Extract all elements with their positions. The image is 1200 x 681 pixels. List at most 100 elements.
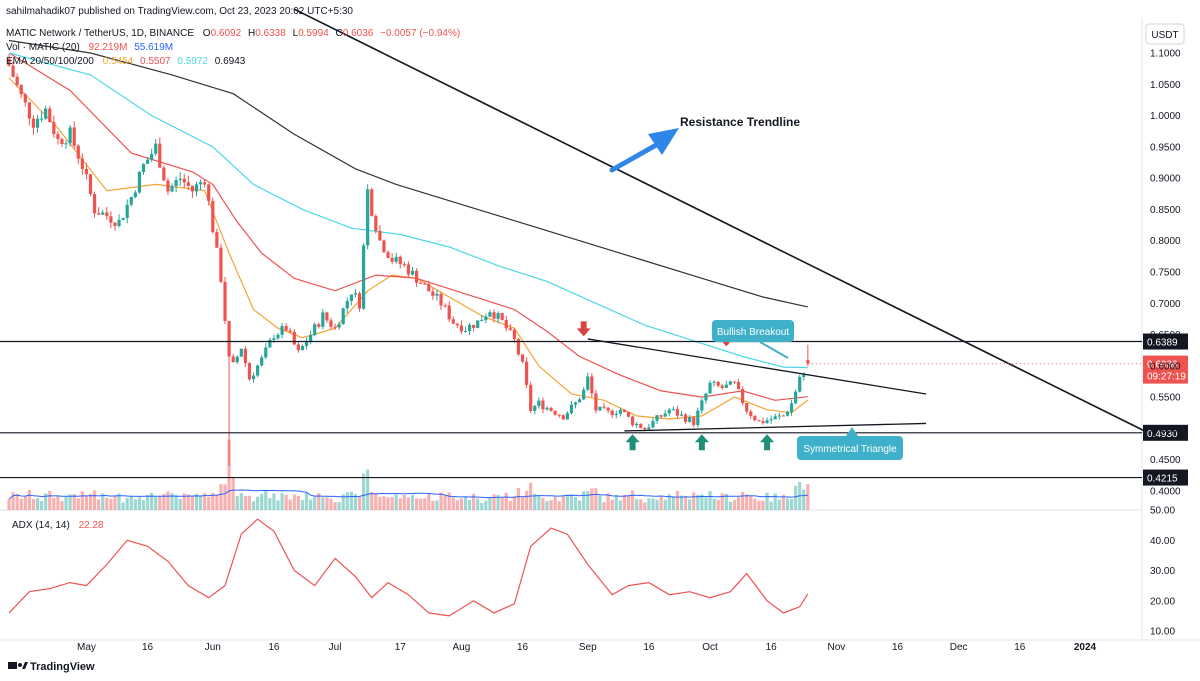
time-tick-label: Jun	[205, 642, 221, 653]
candle-body	[150, 153, 154, 160]
volume-bar	[635, 499, 639, 510]
volume-bar	[512, 496, 516, 510]
volume-bar	[309, 499, 313, 510]
triangle-lower-line	[624, 422, 927, 432]
volume-bar	[802, 489, 806, 510]
adx-tick-label: 20.00	[1150, 596, 1175, 607]
candle-body	[341, 308, 345, 325]
candle-body	[545, 407, 549, 410]
volume-bar	[451, 497, 455, 510]
volume-bar	[178, 498, 182, 510]
volume-bar	[427, 493, 431, 510]
volume-bar	[345, 492, 349, 510]
volume-bar	[398, 498, 402, 510]
volume-bar	[105, 497, 109, 510]
price-tick-label: 0.6500	[1150, 330, 1181, 341]
resistance-trendline-line	[293, 8, 1159, 439]
vol-legend-label: Vol · MATIC (20)	[6, 42, 80, 53]
time-tick-label: Dec	[950, 642, 968, 653]
last-price-box	[1143, 355, 1188, 384]
candle-body	[618, 409, 622, 414]
time-axis: May 16 Jun 16 Jul 17 Aug 16 Sep 16 Oct 16 Nov 16 Dec 16…	[77, 642, 1097, 653]
triangle-upper-line	[587, 338, 927, 395]
candle-body	[88, 174, 93, 195]
candle-body	[260, 357, 264, 366]
candle-body	[141, 163, 146, 172]
candle-body	[11, 65, 15, 77]
candle-body	[635, 423, 639, 426]
candle-body	[325, 312, 329, 321]
candle-body	[704, 393, 708, 401]
volume-bar	[239, 492, 243, 510]
candle-body	[467, 324, 472, 331]
volume-bar	[280, 493, 284, 510]
adx-tick-label: 50.00	[1150, 506, 1175, 517]
volume-bar	[484, 500, 488, 510]
candle-body	[304, 342, 309, 346]
volume-bar	[643, 502, 647, 510]
candle-body	[337, 324, 341, 328]
candle-body	[394, 256, 398, 262]
volume-bar	[582, 491, 586, 510]
volume-bar	[761, 500, 765, 510]
volume-bar	[353, 494, 358, 510]
candle-body	[300, 346, 305, 351]
last-price-label: 0.6036	[1147, 360, 1178, 371]
candle-body	[182, 178, 186, 183]
candle-body	[174, 180, 178, 187]
candle-body	[378, 230, 382, 241]
volume-bar	[141, 499, 146, 510]
candle-body	[313, 324, 317, 336]
candle-body	[476, 320, 480, 328]
adx-tick-label: 30.00	[1150, 566, 1175, 577]
volume-bar	[272, 493, 276, 510]
volume-bar	[243, 496, 247, 510]
candle-body	[500, 313, 504, 320]
candle-body	[121, 217, 125, 220]
time-tick-label: 16	[766, 642, 778, 653]
candle-body	[451, 319, 455, 324]
candle-body	[235, 356, 239, 363]
candle-body	[484, 316, 488, 321]
volume-bar	[386, 497, 390, 510]
candle-body	[137, 171, 142, 193]
svg-text:Vol · MATIC (20) 92.219M: Vol · MATIC (20) 92.219M 55.619M	[6, 42, 173, 53]
volume-bar	[92, 490, 97, 510]
volume-bar	[455, 500, 459, 510]
volume-bar	[622, 494, 627, 510]
volume-bar	[76, 498, 80, 510]
candle-body	[154, 143, 158, 154]
volume-bar	[692, 492, 696, 510]
resistance-arrow-icon	[609, 128, 679, 173]
volume-bar	[443, 495, 447, 510]
candle-body	[162, 167, 166, 181]
candle-body	[382, 240, 386, 253]
candle-body	[683, 414, 688, 422]
candle-body	[553, 410, 557, 415]
candle-body	[578, 399, 582, 403]
volume-bar	[300, 500, 305, 510]
volume-bar	[435, 500, 439, 510]
trendlines	[293, 8, 1159, 439]
volume-bar	[419, 498, 423, 510]
volume-bar	[565, 494, 569, 510]
candle-body	[251, 375, 256, 380]
candle-body	[223, 281, 227, 321]
volume-bar	[516, 488, 521, 510]
candle-body	[630, 416, 635, 426]
currency-box[interactable]	[1145, 23, 1185, 45]
volume-bar	[732, 500, 737, 510]
up-arrow-icon	[760, 434, 775, 451]
level-label: 0.6389	[1147, 338, 1178, 349]
volume-bar	[667, 494, 671, 510]
volume-bar	[410, 495, 415, 510]
candle-body	[696, 410, 700, 426]
volume-bar	[292, 494, 296, 510]
candle-body	[708, 382, 712, 394]
candle-body	[76, 145, 80, 159]
candle-body	[643, 427, 647, 430]
candle-body	[198, 182, 203, 185]
candle-body	[105, 212, 109, 217]
volume-bar	[321, 497, 325, 510]
volume-bar	[406, 497, 411, 510]
